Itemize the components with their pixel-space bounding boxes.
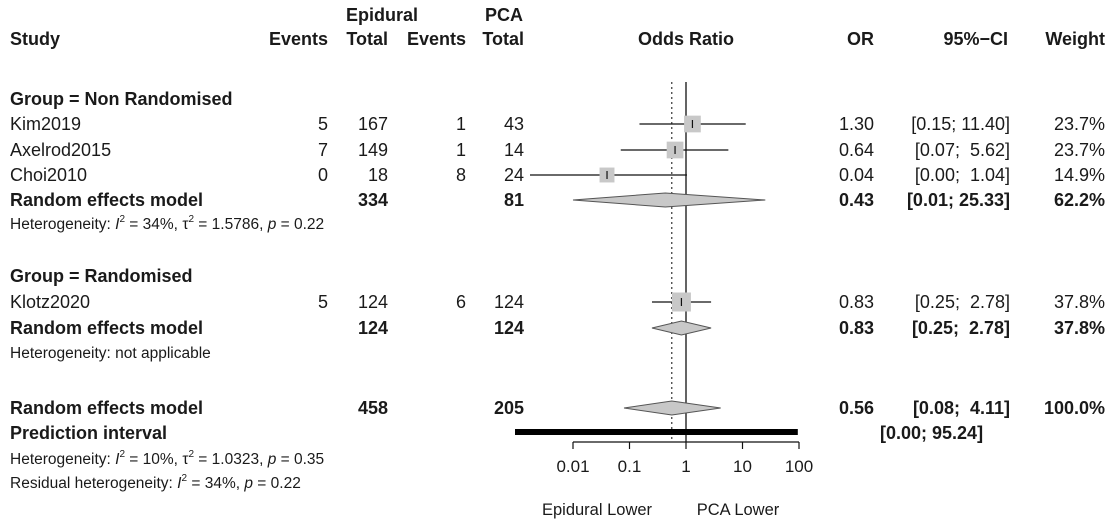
x-axis-label-right: PCA Lower (697, 501, 780, 519)
overall-summary-name: Random effects model (10, 398, 204, 418)
heterogeneity-text: Heterogeneity: I2 = 34%, τ2 = 1.5786, p … (10, 214, 325, 234)
summary-total-epidural: 334 (357, 190, 388, 210)
study-name: Klotz2020 (10, 292, 91, 312)
total-pca: 24 (503, 165, 524, 185)
total-pca: 124 (493, 292, 524, 312)
header-epidural: Epidural (346, 5, 419, 25)
header-total-pca: Total (482, 29, 524, 49)
x-axis-tick-label: 10 (733, 457, 752, 476)
header-pca: PCA (484, 5, 523, 25)
weight-value: 14.9% (1053, 165, 1105, 185)
summary-total-pca: 81 (503, 190, 524, 210)
ci-value: [0.00; 1.04] (914, 165, 1010, 185)
header-events-pca: Events (406, 29, 466, 49)
summary-ci: [0.01; 25.33] (906, 190, 1010, 210)
weight-value: 37.8% (1053, 292, 1105, 312)
residual-heterogeneity-text: Residual heterogeneity: I2 = 34%, p = 0.… (10, 473, 301, 493)
header-ci: 95%−CI (943, 29, 1008, 49)
events-epidural: 5 (317, 292, 328, 312)
total-epidural: 18 (367, 165, 388, 185)
x-axis-tick-label: 100 (785, 457, 813, 476)
summary-total-epidural: 124 (357, 318, 388, 338)
overall-or: 0.56 (838, 398, 874, 418)
overall-ci: [0.08; 4.11] (912, 398, 1010, 418)
or-value: 0.64 (838, 140, 874, 160)
overall-total-epidural: 458 (357, 398, 388, 418)
events-epidural: 0 (317, 165, 328, 185)
events-pca: 8 (455, 165, 466, 185)
x-axis-tick-label: 0.01 (556, 457, 589, 476)
summary-weight: 62.2% (1053, 190, 1105, 210)
heterogeneity-text: Heterogeneity: not applicable (10, 345, 211, 362)
events-epidural: 5 (317, 114, 328, 134)
summary-or: 0.43 (838, 190, 874, 210)
total-pca: 43 (503, 114, 524, 134)
summary-total-pca: 124 (493, 318, 524, 338)
ci-value: [0.07; 5.62] (914, 140, 1010, 160)
overall-weight: 100.0% (1043, 398, 1105, 418)
summary-name: Random effects model (10, 318, 204, 338)
x-axis-label-left: Epidural Lower (542, 501, 653, 519)
events-epidural: 7 (317, 140, 328, 160)
summary-diamond (572, 192, 766, 208)
prediction-interval-ci: [0.00; 95.24] (880, 423, 984, 443)
study-name: Axelrod2015 (10, 140, 112, 160)
summary-or: 0.83 (838, 318, 874, 338)
total-epidural: 149 (357, 140, 388, 160)
x-axis-tick-label: 1 (681, 457, 690, 476)
or-value: 0.83 (838, 292, 874, 312)
weight-value: 23.7% (1053, 114, 1105, 134)
prediction-interval-label: Prediction interval (10, 423, 168, 443)
total-epidural: 124 (357, 292, 388, 312)
summary-ci: [0.25; 2.78] (911, 318, 1010, 338)
study-name: Kim2019 (10, 114, 82, 134)
total-epidural: 167 (357, 114, 388, 134)
study-name: Choi2010 (10, 165, 88, 185)
summary-name: Random effects model (10, 190, 204, 210)
header-weight: Weight (1045, 29, 1105, 49)
header-events-epidural: Events (268, 29, 328, 49)
group-label: Group = Randomised (10, 266, 193, 286)
summary-diamond (623, 400, 721, 416)
ci-value: [0.25; 2.78] (914, 292, 1010, 312)
summary-weight: 37.8% (1053, 318, 1105, 338)
header-study: Study (10, 29, 61, 49)
overall-heterogeneity-text: Heterogeneity: I2 = 10%, τ2 = 1.0323, p … (10, 449, 325, 469)
header-or: OR (847, 29, 874, 49)
total-pca: 14 (503, 140, 524, 160)
x-axis-tick-label: 0.1 (618, 457, 642, 476)
events-pca: 1 (455, 140, 466, 160)
or-value: 1.30 (838, 114, 874, 134)
ci-value: [0.15; 11.40] (911, 114, 1010, 134)
overall-total-pca: 205 (493, 398, 524, 418)
events-pca: 6 (455, 292, 466, 312)
summary-diamond (651, 320, 712, 336)
prediction-interval-bar (515, 429, 798, 435)
weight-value: 23.7% (1053, 140, 1105, 160)
header-total-epidural: Total (346, 29, 388, 49)
group-label: Group = Non Randomised (10, 89, 233, 109)
header-odds-ratio: Odds Ratio (637, 29, 734, 49)
events-pca: 1 (455, 114, 466, 134)
or-value: 0.04 (838, 165, 874, 185)
